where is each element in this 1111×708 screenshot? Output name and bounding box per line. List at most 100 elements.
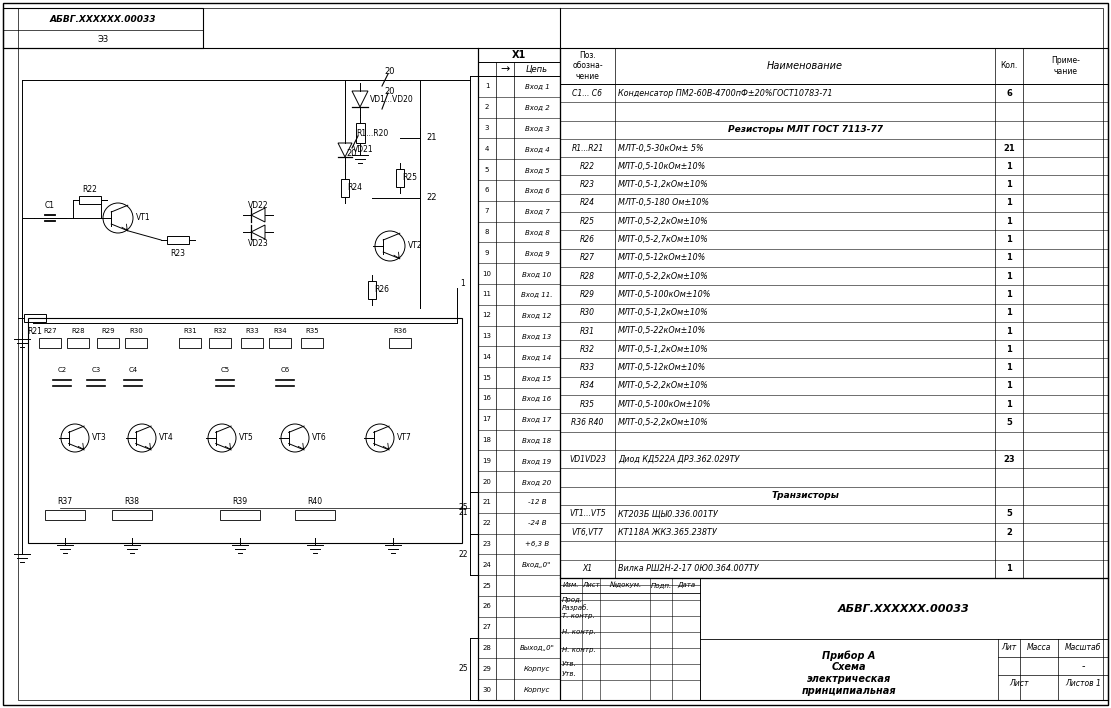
Text: МЛТ-0,5-22кОм±10%: МЛТ-0,5-22кОм±10% [618,326,707,336]
Text: VT2: VT2 [408,241,422,251]
Text: R34: R34 [273,328,287,334]
Text: 5: 5 [484,166,489,173]
Text: 1: 1 [1007,382,1012,390]
Text: 21: 21 [426,134,437,142]
Text: АБВГ.XXXXXX.00033: АБВГ.XXXXXX.00033 [50,16,157,25]
Circle shape [376,231,406,261]
Text: 26: 26 [482,603,491,610]
Text: 1: 1 [1007,363,1012,372]
Text: Н. контр.: Н. контр. [562,647,595,653]
Text: VD22: VD22 [248,200,269,210]
Text: 1: 1 [1007,345,1012,354]
Text: МЛТ-0,5-180 Ом±10%: МЛТ-0,5-180 Ом±10% [618,198,709,207]
Text: 11: 11 [482,292,491,297]
Text: R38: R38 [124,498,140,506]
Text: VD21: VD21 [353,146,373,154]
Bar [126,338,147,348]
Text: МЛТ-0,5-1,2кОм±10%: МЛТ-0,5-1,2кОм±10% [618,345,709,354]
Text: 25: 25 [458,664,468,673]
Circle shape [281,424,309,452]
Text: МЛТ-0,5-1,2кОм±10%: МЛТ-0,5-1,2кОм±10% [618,308,709,317]
Text: Прибор А: Прибор А [822,650,875,661]
Bar [396,169,404,187]
Text: Вход 17: Вход 17 [522,416,552,422]
Text: 10: 10 [482,270,491,277]
Text: 20: 20 [384,86,396,96]
Text: Утв.: Утв. [562,671,577,677]
Text: 1: 1 [1007,235,1012,244]
Text: VT5: VT5 [239,433,253,442]
Text: R28: R28 [580,272,595,280]
Text: 8: 8 [484,229,489,235]
Text: VT6: VT6 [312,433,327,442]
Bar [356,123,364,143]
Text: R30: R30 [580,308,595,317]
Text: МЛТ-0,5-1,2кОм±10%: МЛТ-0,5-1,2кОм±10% [618,180,709,189]
Text: R31: R31 [580,326,595,336]
Text: VT1: VT1 [136,214,151,222]
Text: Вход 18: Вход 18 [522,437,552,443]
Text: 21: 21 [458,508,468,518]
Text: Вход 15: Вход 15 [522,375,552,381]
Polygon shape [338,143,352,157]
Text: МЛТ-0,5-10кОм±10%: МЛТ-0,5-10кОм±10% [618,162,707,171]
Text: R27: R27 [43,328,57,334]
Text: Вход„0": Вход„0" [522,562,552,568]
Text: Вход 6: Вход 6 [524,188,549,193]
Text: Вход 5: Вход 5 [524,166,549,173]
Text: 20: 20 [482,479,491,484]
Text: 15: 15 [482,375,491,381]
Text: принципиальная: принципиальная [802,687,897,697]
Text: Вход 14: Вход 14 [522,354,552,360]
Text: R25: R25 [580,217,595,226]
Text: 21: 21 [1003,144,1014,152]
Text: Конденсатор ПМ2-60В-4700пФ±20%ГОСТ10783-71: Конденсатор ПМ2-60В-4700пФ±20%ГОСТ10783-… [618,88,832,98]
Text: 5: 5 [1007,418,1012,427]
Text: 12: 12 [482,312,491,318]
Text: 1: 1 [1007,400,1012,409]
Bar [3,8,203,48]
Text: VT3: VT3 [92,433,107,442]
Text: C2: C2 [58,367,67,373]
Text: VT6,VT7: VT6,VT7 [571,527,603,537]
Text: 1: 1 [1007,253,1012,263]
Text: 6: 6 [1007,88,1012,98]
Text: R32: R32 [580,345,595,354]
Text: Э3: Э3 [98,35,109,43]
Bar [301,338,323,348]
Bar [220,510,260,520]
Text: МЛТ-0,5-2,2кОм±10%: МЛТ-0,5-2,2кОм±10% [618,382,709,390]
Text: R21: R21 [28,328,42,336]
Text: Схема: Схема [832,663,867,673]
Text: 21: 21 [482,499,491,506]
Circle shape [128,424,156,452]
Text: 1: 1 [1007,217,1012,226]
Bar [209,338,231,348]
Text: 7: 7 [484,208,489,215]
Text: МЛТ-0,5-100кОм±10%: МЛТ-0,5-100кОм±10% [618,400,711,409]
Bar [79,196,101,204]
Bar [368,281,376,299]
Bar [39,338,61,348]
Text: 28: 28 [482,645,491,651]
Text: 25: 25 [458,503,468,513]
Text: R33: R33 [246,328,259,334]
Text: 1: 1 [1007,290,1012,299]
Text: МЛТ-0,5-30кОм± 5%: МЛТ-0,5-30кОм± 5% [618,144,703,152]
Text: Вход 11.: Вход 11. [521,292,553,297]
Text: C6: C6 [280,367,290,373]
Text: Прод.: Прод. [562,597,583,603]
Text: X1: X1 [582,564,592,573]
Text: Транзисторы: Транзисторы [771,491,839,500]
Text: Приме-
чание: Приме- чание [1051,57,1080,76]
Text: Масштаб: Масштаб [1064,644,1101,653]
Text: Вход 19: Вход 19 [522,458,552,464]
Bar [46,510,86,520]
Text: Выход„0": Выход„0" [520,645,554,651]
Text: R30: R30 [129,328,143,334]
Text: Разраб.: Разраб. [562,605,590,612]
Text: R40: R40 [308,498,322,506]
Text: 13: 13 [482,333,491,339]
Text: R34: R34 [580,382,595,390]
Text: 1: 1 [1007,180,1012,189]
